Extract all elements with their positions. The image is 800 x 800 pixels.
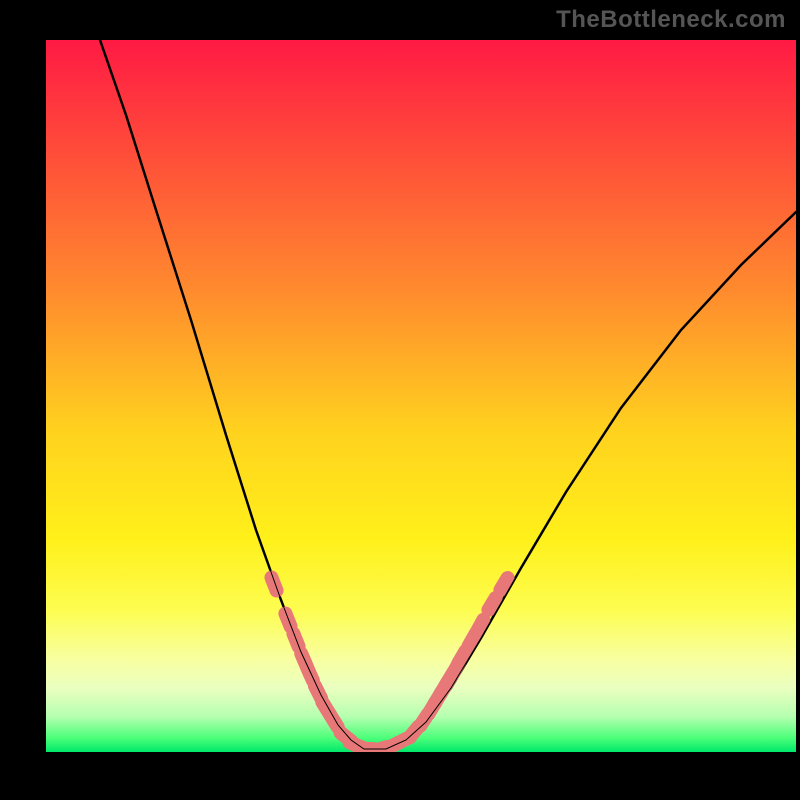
data-marker: [330, 715, 337, 727]
data-marker: [500, 578, 507, 590]
gradient-background: [46, 40, 796, 752]
data-marker: [458, 651, 465, 663]
data-marker: [488, 598, 495, 610]
chart-svg: [46, 40, 796, 752]
data-marker: [285, 614, 290, 627]
chart-frame: TheBottleneck.com: [0, 0, 800, 800]
plot-area: [46, 40, 796, 752]
data-marker: [477, 620, 484, 632]
data-marker: [307, 668, 313, 681]
watermark-text: TheBottleneck.com: [556, 6, 786, 34]
